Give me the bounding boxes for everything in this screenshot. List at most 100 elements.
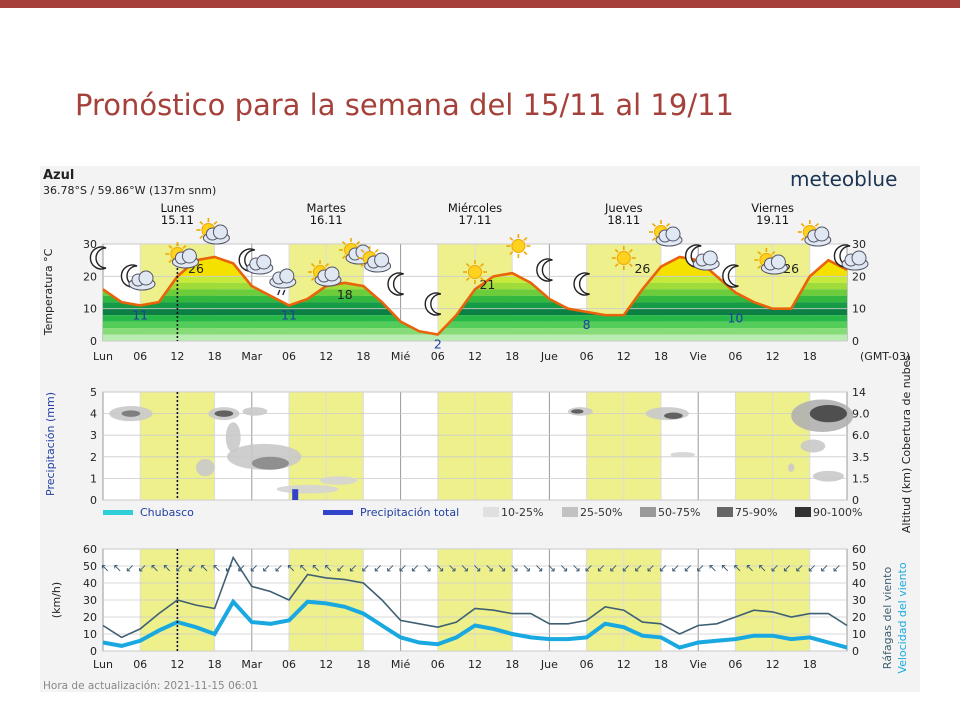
wind-hour-label: Mié — [391, 658, 411, 671]
wind-ytick-left: 10 — [83, 628, 97, 641]
sun-ray — [614, 263, 619, 268]
sun-ray — [523, 251, 528, 256]
altitude-ytick: 3.5 — [852, 451, 870, 464]
rain-drop — [277, 289, 281, 296]
cloud-cover-blob — [251, 456, 289, 470]
sun-ray — [480, 277, 485, 282]
sun-ray — [356, 240, 361, 245]
moon-crescent — [89, 246, 107, 270]
cloud-shape — [246, 254, 274, 275]
sun-ray — [614, 248, 619, 253]
temp-hour-label: 06 — [728, 350, 742, 363]
temp-hour-label: 06 — [282, 350, 296, 363]
temp-hour-label: 18 — [803, 350, 817, 363]
temp-fill-band — [103, 308, 847, 316]
wind-direction-arrow: ↘ — [497, 562, 506, 575]
sun-cloud-icon — [196, 218, 230, 245]
wind-direction-arrow: ↙ — [348, 562, 357, 575]
cloud-cover-blob — [670, 452, 696, 458]
day-date: 16.11 — [310, 213, 343, 227]
sun-ray — [800, 237, 805, 242]
wind-direction-arrow: ↙ — [237, 562, 246, 575]
legend-label: Precipitación total — [360, 506, 459, 519]
moon-cloud-icon — [684, 244, 720, 271]
temp-ytick-right: 30 — [852, 238, 866, 251]
temp-hour-label: 18 — [654, 350, 668, 363]
day-name: Jueves — [604, 201, 643, 215]
temp-ytick-right: 0 — [852, 335, 859, 348]
cloud-shape — [269, 268, 297, 296]
wind-direction-arrow: ↙ — [262, 562, 271, 575]
wind-hour-label: 12 — [319, 658, 333, 671]
wind-direction-arrow: ↘ — [559, 562, 568, 575]
wind-hour-label: 06 — [133, 658, 147, 671]
wind-direction-arrow: ↙ — [175, 562, 184, 575]
legend-label: 50-75% — [658, 506, 700, 519]
precip-ytick: 0 — [90, 494, 97, 507]
cloud-ylabel: Altitud (km) Cobertura de nubes — [900, 355, 913, 534]
legend-swatch-cloud — [562, 507, 578, 517]
cloud-puff — [181, 248, 197, 264]
day-name: Miércoles — [448, 201, 502, 215]
wind-direction-arrow: ↙ — [249, 562, 258, 575]
wind-direction-arrow: ↖ — [758, 562, 767, 575]
wind-direction-arrow: ↙ — [683, 562, 692, 575]
wind-direction-arrow: ↘ — [485, 562, 494, 575]
wind-direction-arrow: ↙ — [361, 562, 370, 575]
cloud-cover-blob — [812, 470, 844, 482]
legend-label: 25-50% — [580, 506, 622, 519]
sun-ray — [374, 248, 379, 253]
sun-ray — [168, 259, 173, 264]
cloud-puff — [851, 250, 867, 266]
day-date: 15.11 — [161, 213, 194, 227]
sun-cloud-icon — [649, 220, 683, 247]
wind-hour-label: 12 — [468, 658, 482, 671]
wind-direction-arrow: ↖ — [113, 562, 122, 575]
sun-ray — [199, 235, 204, 240]
wind-direction-arrow: ↘ — [534, 562, 543, 575]
temp-hour-label: 18 — [356, 350, 370, 363]
wind-hour-label: 06 — [282, 658, 296, 671]
day-name: Viernes — [751, 201, 794, 215]
temp-hour-label: 06 — [133, 350, 147, 363]
cloud-shape — [314, 266, 342, 287]
cloud-cover-blob — [196, 458, 215, 477]
temp-hour-label: 06 — [580, 350, 594, 363]
wind-direction-arrow: ↙ — [609, 562, 618, 575]
temp-hour-label: 12 — [766, 350, 780, 363]
temp-hour-label: Mié — [391, 350, 411, 363]
wind-direction-arrow: ↖ — [162, 562, 171, 575]
temp-hour-label: 12 — [170, 350, 184, 363]
sun-ray — [757, 250, 762, 255]
cloud-puff — [212, 224, 228, 240]
cloud-cover-blob — [121, 410, 141, 417]
sun-ray — [168, 244, 173, 249]
moon-cloud-icon — [238, 248, 274, 275]
sun-ray — [182, 244, 187, 249]
sun-ray — [651, 237, 656, 242]
temp-ytick-right: 20 — [852, 270, 866, 283]
sun-icon — [611, 246, 636, 270]
wind-direction-arrow: ↘ — [435, 562, 444, 575]
temp-fill-band — [103, 315, 847, 322]
temp-value-label: 2 — [434, 337, 442, 352]
wind-ytick-right: 50 — [852, 560, 866, 573]
temp-value-label: 26 — [783, 261, 799, 276]
wind-ytick-left: 40 — [83, 577, 97, 590]
cloud-shape — [841, 250, 869, 271]
temp-ytick-right: 10 — [852, 303, 866, 316]
wind-ytick-right: 20 — [852, 611, 866, 624]
wind-ytick-left: 60 — [83, 543, 97, 556]
legend-label: 75-90% — [735, 506, 777, 519]
precip-ytick: 4 — [90, 408, 97, 421]
legend-swatch-cloud — [483, 507, 499, 517]
wind-hour-label: 18 — [803, 658, 817, 671]
cloud-cover-blob — [320, 476, 358, 485]
cloud-cover-blob — [242, 407, 268, 416]
moon-icon — [89, 246, 107, 270]
wind-ytick-left: 30 — [83, 594, 97, 607]
temp-value-label: 11 — [132, 307, 148, 322]
legend-swatch-cloud — [640, 507, 656, 517]
precip-ytick: 3 — [90, 429, 97, 442]
temp-line — [102, 255, 848, 336]
